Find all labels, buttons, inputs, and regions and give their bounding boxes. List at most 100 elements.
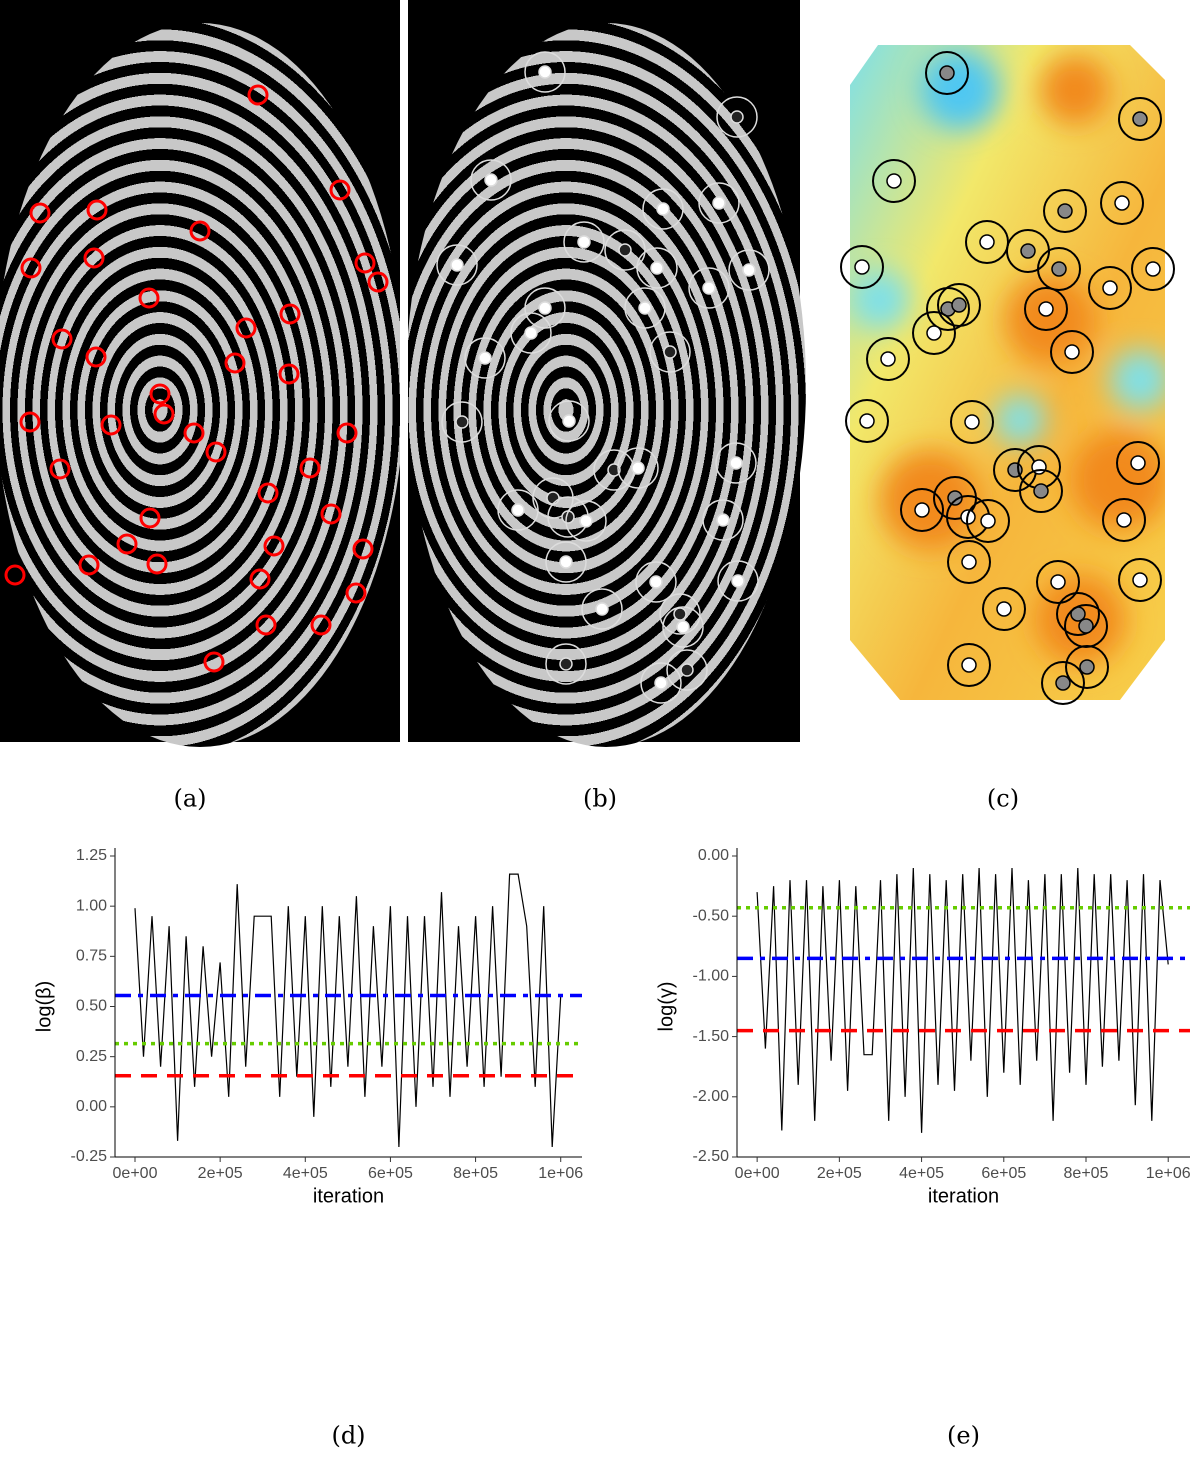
minutia-ring <box>563 221 605 263</box>
point-dot <box>964 414 980 430</box>
minutia-dot <box>577 235 591 249</box>
heatmap <box>850 45 1165 700</box>
point-ring <box>900 488 944 532</box>
minutia-a <box>205 441 227 463</box>
point-ring <box>912 311 956 355</box>
minutia-dot <box>618 243 632 257</box>
minutia-dot <box>638 301 652 315</box>
point-dot <box>951 297 967 313</box>
point-dot <box>914 502 930 518</box>
minutia-dot <box>716 513 730 527</box>
minutiae <box>4 51 1175 705</box>
y-tick-label: -2.50 <box>693 1148 730 1165</box>
y-axis-label: log(γ) <box>655 981 677 1031</box>
minutia-a <box>279 303 301 325</box>
minutia-dot <box>650 261 664 275</box>
blob <box>1040 55 1110 125</box>
minutia-dot <box>649 575 663 589</box>
minutia-a <box>189 220 211 242</box>
point-dot <box>961 657 977 673</box>
x-tick-label: 6e+05 <box>981 1165 1026 1182</box>
minutia-a <box>139 507 161 529</box>
minutia-a <box>100 414 122 436</box>
point-dot <box>1079 659 1095 675</box>
minutia-a <box>352 538 374 560</box>
panel-caption: (a) <box>173 785 206 813</box>
minutia-a <box>86 199 108 221</box>
minutia-a <box>354 252 376 274</box>
x-tick-label: 8e+05 <box>1064 1165 1109 1182</box>
minutia-ring <box>581 588 623 630</box>
point-ring <box>1019 469 1063 513</box>
point-dot <box>947 490 963 506</box>
point-ring <box>982 587 1026 631</box>
minutia-ring <box>659 593 701 635</box>
point-ring <box>1102 498 1146 542</box>
point-ring <box>1118 97 1162 141</box>
x-tick-label: 4e+05 <box>283 1165 328 1182</box>
point-dot <box>1145 261 1161 277</box>
minutia-dot <box>730 110 744 124</box>
y-tick-label: 0.25 <box>76 1048 107 1065</box>
point-ring <box>1056 592 1100 636</box>
x-tick-label: 1e+06 <box>538 1165 583 1182</box>
minutia-dot <box>559 555 573 569</box>
x-tick-label: 2e+05 <box>198 1165 243 1182</box>
minutia-a <box>85 346 107 368</box>
minutia-dot <box>538 65 552 79</box>
point-dot <box>886 173 902 189</box>
point-dot <box>1132 572 1148 588</box>
blob <box>1070 430 1165 530</box>
minutia-ring <box>464 337 506 379</box>
minutia-ring <box>666 649 708 691</box>
minutia-dot <box>511 503 525 517</box>
point-ring <box>1041 661 1085 705</box>
point-dot <box>1020 243 1036 259</box>
minutia-ring <box>640 662 682 704</box>
minutia-a <box>299 457 321 479</box>
minutia-a <box>263 535 285 557</box>
x-axis-label: iteration <box>313 1185 384 1207</box>
fingerprint-a <box>0 23 405 747</box>
minutia-ring <box>662 606 704 648</box>
point-dot <box>1114 195 1130 211</box>
minutia-dot <box>680 663 694 677</box>
y-tick-label: 1.00 <box>76 897 107 914</box>
minutia-a <box>224 352 246 374</box>
minutia-a <box>257 482 279 504</box>
minutia-a <box>78 554 100 576</box>
minutia-ring <box>715 442 757 484</box>
minutia-dot <box>654 676 668 690</box>
minutia-ring <box>717 560 759 602</box>
minutia-ring <box>617 447 659 489</box>
point-dot <box>1078 618 1094 634</box>
divider <box>400 0 408 742</box>
panel-caption: (c) <box>987 785 1019 813</box>
point-dot <box>1132 111 1148 127</box>
minutia-ring <box>702 499 744 541</box>
point-dot <box>1064 344 1080 360</box>
point-dot <box>1055 675 1071 691</box>
point-ring <box>947 643 991 687</box>
point-ring <box>1088 266 1132 310</box>
blob <box>850 270 910 330</box>
minutia-a <box>29 202 51 224</box>
minutia-ring <box>624 287 666 329</box>
point-ring <box>950 400 994 444</box>
minutia-dot <box>731 574 745 588</box>
minutia-a <box>329 179 351 201</box>
minutia-ring <box>698 182 740 224</box>
minutia-ring <box>497 489 539 531</box>
point-ring <box>1037 247 1081 291</box>
point-dot <box>1130 455 1146 471</box>
point-dot <box>854 259 870 275</box>
point-ring <box>845 399 889 443</box>
minutia-ring <box>524 51 566 93</box>
point-ring <box>872 159 916 203</box>
y-tick-label: 0.75 <box>76 948 107 965</box>
minutia-ring <box>441 401 483 443</box>
minutia-a <box>146 553 168 575</box>
point-ring <box>1116 441 1160 485</box>
minutia-ring <box>470 159 512 201</box>
